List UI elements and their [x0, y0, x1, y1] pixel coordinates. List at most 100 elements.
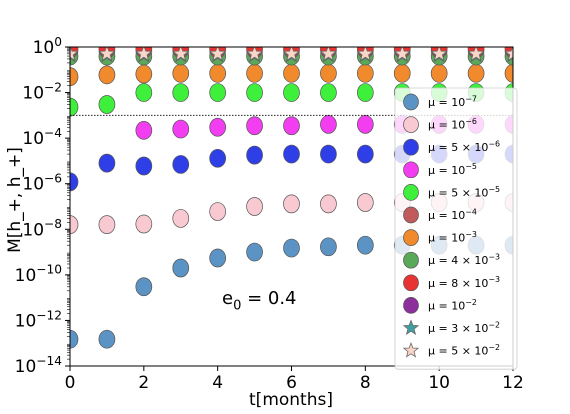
data-point — [283, 144, 300, 164]
data-point — [135, 64, 153, 84]
legend-marker — [403, 251, 419, 269]
legend-marker — [403, 206, 419, 224]
legend-marker — [403, 116, 419, 133]
legend-label: μ = 10−5 — [428, 162, 477, 177]
legend-marker — [403, 93, 419, 111]
legend-label: μ = 8 × 10−3 — [428, 275, 500, 290]
data-point — [356, 144, 374, 164]
y-tick-label: 100 — [33, 35, 62, 58]
data-point-star — [393, 47, 411, 62]
legend-label: μ = 5 × 10−5 — [428, 185, 500, 200]
data-point — [246, 145, 263, 165]
legend-marker-star — [402, 319, 420, 335]
legend-label: μ = 10−6 — [428, 117, 477, 132]
data-point — [283, 194, 300, 214]
data-point — [70, 329, 79, 349]
legend-marker — [403, 161, 419, 179]
data-point — [172, 209, 190, 228]
y-tick-label: 10−10 — [15, 263, 62, 286]
data-point — [98, 215, 116, 234]
data-point — [135, 120, 153, 140]
data-point — [356, 115, 374, 134]
x-axis-title: t[months] — [249, 390, 333, 410]
data-point — [356, 193, 374, 212]
data-point-star — [172, 47, 190, 62]
y-tick-label: 10−8 — [22, 217, 62, 240]
data-point-star — [356, 47, 375, 62]
data-point-star — [98, 47, 116, 62]
data-point — [70, 97, 79, 117]
legend-label: μ = 4 × 10−3 — [428, 253, 500, 268]
data-point — [393, 63, 411, 83]
data-point — [320, 237, 337, 257]
legend-label: μ = 5 × 10−6 — [428, 140, 500, 155]
x-tick-label: 4 — [212, 373, 223, 393]
data-point — [283, 63, 300, 83]
data-point — [504, 63, 513, 83]
legend-label: μ = 10−4 — [428, 207, 477, 222]
legend-marker — [403, 229, 419, 246]
data-point — [135, 83, 153, 102]
y-tick-label: 10−12 — [15, 308, 62, 331]
data-point — [135, 156, 153, 176]
legend-label: μ = 3 × 10−2 — [428, 320, 500, 335]
data-point-star — [319, 47, 338, 62]
x-tick-label: 8 — [360, 373, 371, 393]
data-point — [70, 215, 79, 234]
data-point — [209, 248, 227, 268]
data-point — [283, 238, 300, 258]
legend-marker — [403, 138, 419, 156]
data-point-star — [245, 47, 264, 62]
data-point — [356, 63, 374, 83]
data-point-star — [208, 47, 227, 62]
data-point — [209, 148, 227, 168]
data-point — [283, 116, 300, 136]
y-tick-label: 10−4 — [22, 126, 62, 149]
data-point — [172, 119, 190, 139]
data-point — [70, 172, 79, 192]
data-point — [246, 197, 263, 216]
data-point — [172, 83, 190, 102]
x-tick-label: 0 — [65, 373, 76, 393]
data-point — [209, 202, 227, 221]
data-point — [467, 63, 485, 83]
legend-box — [394, 87, 518, 370]
legend-label: μ = 5 × 10−2 — [428, 343, 500, 358]
y-tick-label: 10−14 — [15, 354, 63, 377]
x-tick-label: 2 — [138, 373, 149, 393]
x-tick-label: 10 — [428, 373, 450, 393]
data-point — [320, 144, 337, 164]
data-point — [320, 115, 337, 134]
data-point — [246, 242, 263, 262]
data-point-star — [504, 47, 513, 62]
legend-label: μ = 10−3 — [428, 230, 477, 245]
legend-marker-star — [402, 341, 420, 358]
ticks-layer: 0 2 4 6 8 10 12 100 10−2 10−4 10−6 10−8 10−10 10−12 10… — [15, 35, 524, 393]
data-point — [209, 83, 227, 102]
data-point-star — [467, 47, 485, 62]
data-point — [320, 194, 337, 214]
data-point — [172, 63, 190, 83]
data-point — [246, 63, 263, 83]
data-point — [246, 116, 263, 136]
legend-marker — [403, 297, 419, 314]
data-point-star — [70, 47, 79, 62]
data-point — [320, 63, 337, 83]
data-point — [135, 214, 153, 234]
data-point — [356, 83, 374, 102]
y-tick-label: 10−2 — [22, 80, 62, 103]
x-tick-label: 12 — [502, 373, 524, 393]
data-point-star — [430, 47, 448, 62]
data-point-star — [135, 47, 153, 62]
data-point — [98, 65, 116, 85]
data-point — [172, 258, 190, 278]
x-tick-label: 6 — [286, 373, 297, 393]
legend-label: μ = 10−2 — [428, 298, 477, 313]
data-point — [98, 153, 116, 173]
y-tick-label: 10−6 — [22, 172, 62, 195]
data-point — [320, 83, 337, 102]
annotation: e0 = 0.4 — [222, 288, 297, 313]
legend-label: μ = 10−7 — [428, 94, 477, 109]
data-point — [356, 235, 374, 255]
